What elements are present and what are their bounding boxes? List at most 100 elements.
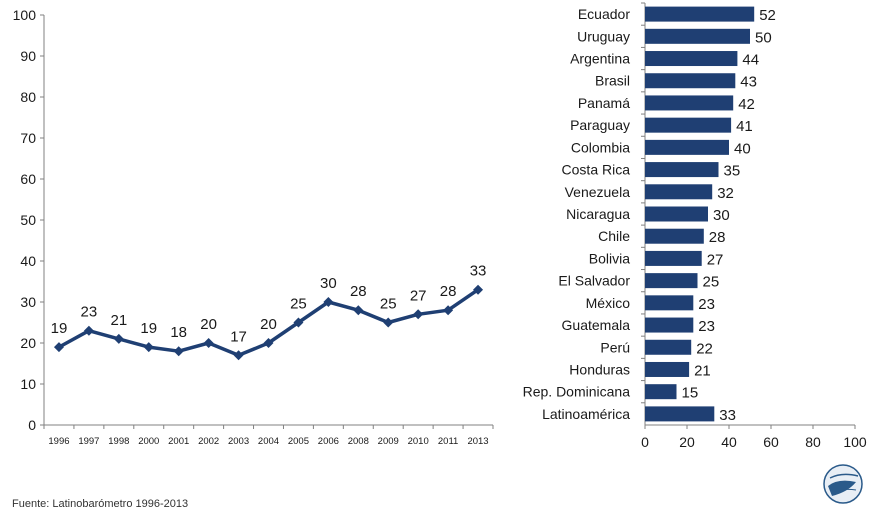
data-label: 28 — [350, 283, 367, 300]
y-tick-label: 60 — [20, 171, 36, 187]
category-label: Nicaragua — [566, 206, 630, 222]
data-point — [443, 305, 454, 316]
category-label: Uruguay — [577, 28, 630, 44]
x-tick-label: 2001 — [168, 436, 189, 447]
x-tick-label: 80 — [805, 434, 821, 450]
y-tick-label: 20 — [20, 335, 36, 351]
x-tick-label: 2005 — [288, 436, 309, 447]
data-label: 28 — [440, 283, 457, 300]
bar — [645, 184, 713, 200]
data-label: 17 — [230, 328, 247, 345]
bar — [645, 6, 755, 22]
line-chart: 0 10 20 30 40 50 60 70 80 90 100 1996 1997 1998 2000 20… — [13, 7, 494, 447]
category-label: Panamá — [578, 95, 630, 111]
data-label: 52 — [759, 7, 776, 24]
y-tick-label: 10 — [20, 376, 36, 392]
y-tick-label: 0 — [28, 417, 36, 433]
bar-chart: 0 20 40 60 80 100 Ecuador 52 Uruguay 50 Argentina 4… — [523, 2, 867, 450]
category-label: Chile — [598, 228, 630, 244]
x-tick-label: 40 — [721, 434, 737, 450]
bar — [645, 317, 694, 333]
bar — [645, 95, 734, 111]
data-point — [173, 346, 184, 357]
category-label: Brasil — [595, 73, 630, 89]
data-point — [323, 297, 334, 307]
category-label: Paraguay — [570, 117, 630, 133]
category-label: El Salvador — [558, 273, 630, 289]
data-point — [233, 350, 244, 361]
x-tick-label: 0 — [641, 434, 649, 450]
bar — [645, 51, 738, 67]
data-point — [263, 338, 274, 348]
data-label: 30 — [320, 275, 337, 292]
category-label: Argentina — [570, 51, 630, 67]
category-label: Bolivia — [589, 250, 630, 266]
data-label: 42 — [738, 96, 755, 113]
data-label: 43 — [740, 74, 757, 91]
x-tick-label: 1997 — [78, 436, 99, 447]
x-tick-label: 2003 — [228, 436, 249, 447]
y-tick-label: 70 — [20, 130, 36, 146]
category-label: México — [586, 295, 631, 311]
y-tick-label: 80 — [20, 89, 36, 105]
data-point — [203, 338, 214, 348]
bar — [645, 384, 677, 400]
x-tick-label: 2008 — [348, 436, 369, 447]
bar — [645, 139, 729, 155]
data-label: 18 — [170, 324, 187, 341]
bar — [645, 73, 736, 89]
bar — [645, 250, 702, 266]
category-label: Perú — [600, 339, 630, 355]
category-label: Ecuador — [578, 6, 630, 22]
bar — [645, 206, 708, 222]
data-label: 15 — [682, 385, 699, 402]
y-tick-label: 50 — [20, 212, 36, 228]
x-tick-label: 2011 — [438, 436, 458, 447]
data-label: 20 — [200, 316, 217, 333]
category-label: Colombia — [571, 139, 630, 155]
data-label: 25 — [703, 274, 720, 291]
data-label: 25 — [380, 296, 397, 313]
x-tick-label: 1996 — [48, 436, 69, 447]
data-point — [113, 333, 124, 344]
data-label: 27 — [707, 251, 724, 268]
data-label: 44 — [742, 52, 759, 69]
x-tick-label: 20 — [679, 434, 695, 450]
data-label: 35 — [724, 163, 741, 180]
category-label: Rep. Dominicana — [523, 384, 631, 400]
bar — [645, 28, 750, 44]
x-tick-label: 2004 — [258, 436, 279, 447]
data-label: 41 — [736, 118, 753, 135]
y-tick-label: 100 — [13, 7, 37, 23]
data-point — [143, 342, 154, 353]
category-label: Costa Rica — [562, 162, 631, 178]
bar — [645, 339, 692, 355]
x-tick-label: 1998 — [108, 436, 129, 447]
data-label: 23 — [698, 318, 715, 335]
data-point — [413, 309, 424, 320]
x-tick-label: 2010 — [408, 436, 429, 447]
data-label: 33 — [470, 263, 487, 280]
x-tick-label: 2006 — [318, 436, 339, 447]
x-tick-label: 100 — [843, 434, 867, 450]
data-point — [83, 325, 94, 336]
data-point — [353, 305, 364, 316]
data-label: 27 — [410, 287, 427, 304]
bar — [645, 406, 715, 422]
x-tick-label: 2002 — [198, 436, 219, 447]
data-label: 25 — [290, 296, 307, 313]
y-tick-label: 30 — [20, 294, 36, 310]
x-tick-label: 2013 — [467, 436, 488, 447]
data-label: 19 — [140, 320, 157, 337]
data-label: 33 — [719, 407, 736, 424]
y-tick-label: 90 — [20, 48, 36, 64]
bar — [645, 228, 704, 244]
data-label: 30 — [713, 207, 730, 224]
data-label: 21 — [110, 312, 127, 329]
data-point — [53, 342, 64, 353]
data-label: 23 — [81, 304, 98, 321]
y-tick-label: 40 — [20, 253, 36, 269]
category-label: Venezuela — [565, 184, 631, 200]
latinobarometro-logo — [823, 464, 863, 504]
source-note: Fuente: Latinobarómetro 1996-2013 — [12, 498, 189, 510]
